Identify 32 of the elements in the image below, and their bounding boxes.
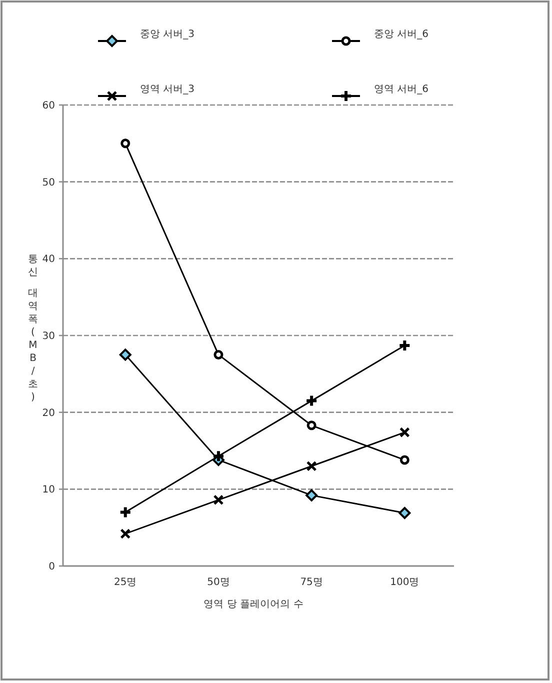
- y-tick-label: 40: [42, 254, 55, 266]
- point: [214, 350, 224, 360]
- point: [306, 420, 316, 430]
- y-tick-label: 60: [42, 100, 55, 112]
- y-tick-label: 30: [42, 331, 55, 342]
- point: [306, 460, 317, 472]
- point: [212, 450, 225, 463]
- point: [398, 506, 411, 519]
- x-tick-label: 100명: [390, 577, 420, 588]
- x-tick-label: 25명: [114, 577, 137, 588]
- legend-label: 중앙 서버_3: [140, 29, 195, 40]
- point: [398, 338, 412, 352]
- point: [306, 489, 318, 502]
- point: [305, 394, 318, 408]
- point: [119, 348, 132, 361]
- point: [400, 455, 410, 465]
- x-tick-label: 50명: [207, 577, 230, 588]
- text: 통신 대역폭(MB/초): [28, 254, 38, 403]
- point: [120, 138, 130, 148]
- y-tick-label: 50: [42, 177, 55, 188]
- x-axis-title: 영역 당 플레이어의 수: [204, 599, 304, 610]
- x-tick-label: 75명: [300, 577, 323, 588]
- legend-label: 중앙 서버_6: [374, 29, 429, 40]
- y-tick-label: 0: [48, 562, 55, 572]
- legend-label: 영역 서버_6: [374, 84, 429, 95]
- point: [120, 528, 131, 539]
- y-tick-label: 20: [42, 408, 55, 419]
- point: [399, 427, 410, 438]
- point: [118, 506, 132, 519]
- y-tick-label: 10: [42, 484, 55, 496]
- point: [213, 494, 224, 506]
- legend-label: 영역 서버_3: [140, 84, 195, 95]
